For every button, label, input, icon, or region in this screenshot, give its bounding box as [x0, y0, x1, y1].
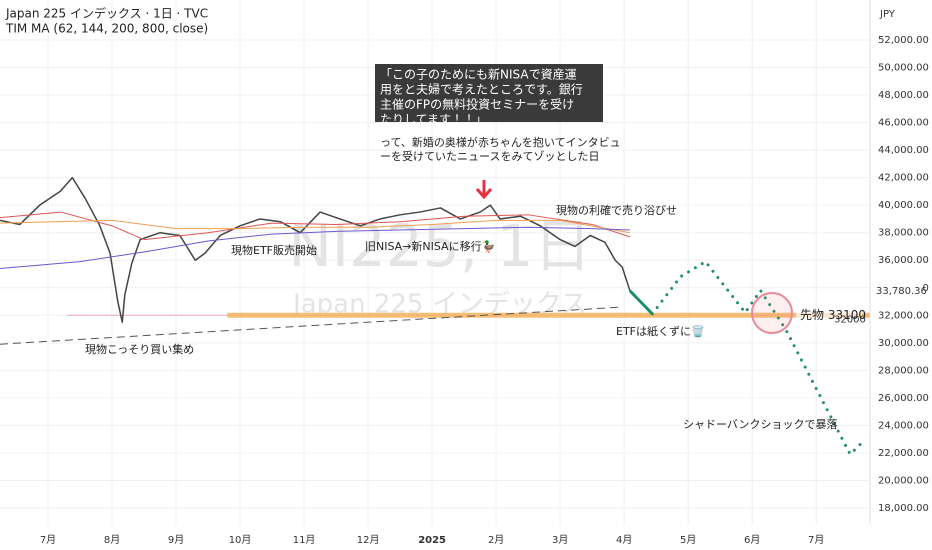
- y-tick-label: 48,000.00: [878, 90, 929, 101]
- series-line: [628, 289, 654, 315]
- y-tick-label: 20,000.00: [878, 475, 929, 486]
- y-tick-label: 44,000.00: [878, 145, 929, 156]
- level-label: 先物 33100: [800, 308, 866, 322]
- x-tick-label: 6月: [744, 534, 760, 546]
- x-tick-label: 2月: [488, 534, 504, 546]
- y-tick-label: 30,000.00: [878, 338, 929, 349]
- plot: [0, 176, 870, 456]
- y-tick-label: 46,000.00: [878, 118, 929, 129]
- y-tick-label: 52,000.00: [878, 35, 929, 46]
- level-tag: [796, 307, 862, 324]
- chart-title: Japan 225 インデックス · 1日 · TVC: [5, 6, 208, 21]
- annotation: シャドーバンクショックで暴落: [683, 418, 837, 431]
- currency: JPY: [879, 9, 896, 20]
- x-tick-label: 10月: [229, 534, 252, 546]
- y-tick-label: 18,000.00: [878, 503, 929, 514]
- annotation: 現物ETF販売開始: [231, 243, 317, 257]
- quote-box: [375, 64, 603, 122]
- annotation: って、新婚の奥様が赤ちゃんを抱いてインタビュ: [380, 135, 621, 149]
- annotation: 現物こっそり買い集め: [85, 342, 194, 356]
- quote-line: 「この子のためにも新NISAで資産運: [380, 68, 577, 82]
- x-tick-label: 8月: [104, 534, 120, 546]
- x-tick-label: 2025: [418, 535, 446, 546]
- series-line: [0, 226, 630, 270]
- y-tick-label: 28,000.00: [878, 365, 929, 376]
- x-tick-label: 11月: [293, 534, 316, 546]
- price-tag-label: 33,780.36: [876, 286, 927, 297]
- watermark: NI225, 1日: [289, 212, 592, 280]
- price-tag: [871, 282, 923, 299]
- y-tick-label: 50,000.00: [878, 63, 929, 74]
- quote-line: 主催のFPの無料投資セミナーを受け: [380, 97, 574, 112]
- y-tick-label: 38,000.00: [878, 228, 929, 239]
- indicator-label: TIM MA (62, 144, 200, 800, close): [5, 22, 208, 36]
- y-tick-label: 36,000.00: [878, 255, 929, 266]
- annotation: ETFは紙くずに🗑️: [616, 324, 705, 338]
- x-tick-label: 12月: [357, 534, 380, 546]
- x-tick-label: 7月: [808, 534, 824, 546]
- y-tick-label: 40,000.00: [878, 200, 929, 211]
- annotation: ーを受けていたニュースをみてゾッとした日: [380, 150, 599, 163]
- x-tick-label: 3月: [552, 534, 568, 546]
- annotation: 旧NISA→新NISAに移行🦆: [365, 239, 495, 253]
- highlight-circle: [751, 292, 793, 334]
- y-tick-label: 26,000.00: [878, 393, 929, 404]
- y-tick-label: 22,000.00: [878, 448, 929, 459]
- series-line: [0, 211, 631, 241]
- y-tick-label: 32,000.00: [878, 310, 929, 321]
- y-tick-label: 42,000.00: [878, 173, 929, 184]
- x-tick-label: 5月: [680, 534, 696, 546]
- y-tick-label: 24,000.00: [878, 420, 929, 431]
- quote-line: 用をと夫婦で考えたところです。銀行: [380, 82, 583, 97]
- x-tick-label: 4月: [616, 534, 632, 546]
- x-tick-label: 9月: [168, 534, 184, 546]
- x-tick-label: 7月: [40, 534, 56, 546]
- series-line: [0, 219, 631, 234]
- grid: [0, 0, 870, 525]
- level-label: 32000: [834, 314, 866, 325]
- quote-line: たりしてます！！」: [380, 113, 487, 127]
- arrow: [475, 180, 493, 200]
- annotation: 現物の利確で売り浴びせ: [556, 203, 677, 217]
